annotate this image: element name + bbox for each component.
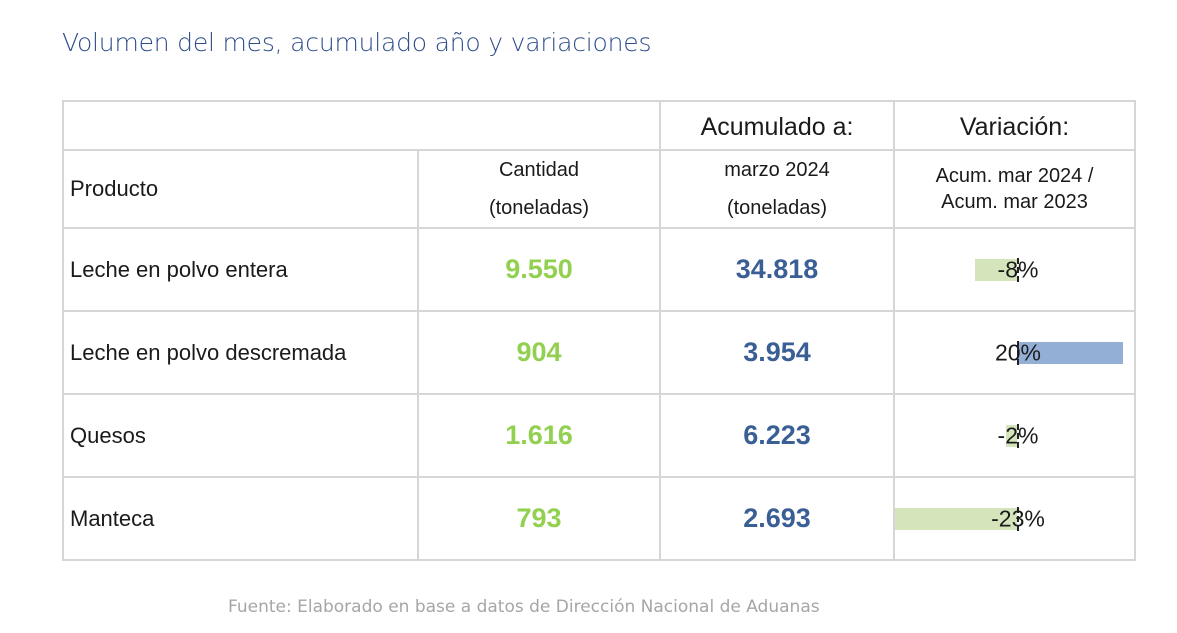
quantity-value: 904 bbox=[417, 310, 661, 395]
quantity-value: 793 bbox=[417, 476, 661, 561]
quantity-value: 9.550 bbox=[417, 227, 661, 312]
variation-axis-line bbox=[1017, 423, 1019, 448]
header-row-sub: Producto Cantidad (toneladas) marzo 2024… bbox=[62, 149, 1136, 229]
product-name: Manteca bbox=[62, 476, 419, 561]
accumulated-value: 2.693 bbox=[659, 476, 895, 561]
product-name: Leche en polvo descremada bbox=[62, 310, 419, 395]
accumulated-value: 3.954 bbox=[659, 310, 895, 395]
table-row: Leche en polvo entera 9.550 34.818 -8% bbox=[62, 227, 1136, 312]
variation-axis-line bbox=[1017, 340, 1019, 365]
variation-value: -2% bbox=[997, 422, 1039, 448]
table-row: Leche en polvo descremada 904 3.954 20% bbox=[62, 310, 1136, 395]
table-row: Quesos 1.616 6.223 -2% bbox=[62, 393, 1136, 478]
quantity-header: Cantidad (toneladas) bbox=[417, 149, 661, 229]
variation-value: -8% bbox=[997, 256, 1039, 282]
page-title: Volumen del mes, acumulado año y variaci… bbox=[62, 28, 652, 57]
variation-header-line2: Acum. mar 2023 bbox=[941, 191, 1088, 213]
variation-bar bbox=[1017, 341, 1123, 364]
header-empty-cell bbox=[62, 100, 661, 151]
accumulated-header-line1: marzo 2024 bbox=[724, 159, 830, 181]
quantity-value: 1.616 bbox=[417, 393, 661, 478]
variation-value: 20% bbox=[994, 339, 1042, 365]
accumulated-value: 6.223 bbox=[659, 393, 895, 478]
variation-cell: 20% bbox=[893, 310, 1136, 395]
product-name: Leche en polvo entera bbox=[62, 227, 419, 312]
table-row: Manteca 793 2.693 -23% bbox=[62, 476, 1136, 561]
variation-bar bbox=[974, 258, 1017, 281]
quantity-header-line2: (toneladas) bbox=[488, 197, 590, 219]
variation-cell: -8% bbox=[893, 227, 1136, 312]
variation-cell: -2% bbox=[893, 393, 1136, 478]
quantity-header-line1: Cantidad bbox=[498, 159, 580, 181]
header-row-top: Acumulado a: Variación: bbox=[62, 100, 1136, 151]
variation-header: Acum. mar 2024 / Acum. mar 2023 bbox=[893, 149, 1136, 229]
product-name: Quesos bbox=[62, 393, 419, 478]
accumulated-header-top: Acumulado a: bbox=[659, 100, 895, 151]
variation-cell: -23% bbox=[893, 476, 1136, 561]
variation-axis-line bbox=[1017, 506, 1019, 531]
variation-bar bbox=[895, 507, 1017, 530]
source-note: Fuente: Elaborado en base a datos de Dir… bbox=[228, 597, 820, 617]
volume-table: Acumulado a: Variación: Producto Cantida… bbox=[62, 100, 1136, 561]
accumulated-header: marzo 2024 (toneladas) bbox=[659, 149, 895, 229]
variation-value: -23% bbox=[991, 505, 1045, 531]
product-header: Producto bbox=[62, 149, 419, 229]
variation-axis-line bbox=[1017, 257, 1019, 282]
accumulated-value: 34.818 bbox=[659, 227, 895, 312]
accumulated-header-line2: (toneladas) bbox=[726, 197, 828, 219]
variation-bar bbox=[1006, 424, 1017, 447]
variation-header-top: Variación: bbox=[893, 100, 1136, 151]
variation-header-line1: Acum. mar 2024 / bbox=[935, 165, 1094, 187]
